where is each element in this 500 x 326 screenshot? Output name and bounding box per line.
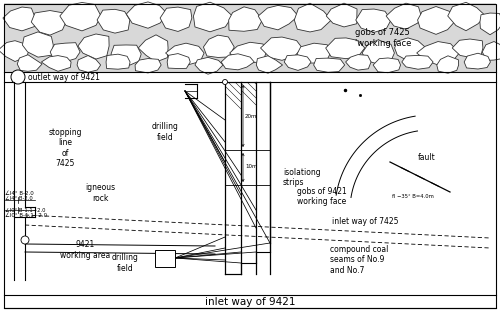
- Polygon shape: [258, 6, 298, 30]
- Polygon shape: [482, 41, 500, 60]
- Polygon shape: [386, 3, 421, 29]
- Polygon shape: [394, 38, 426, 61]
- Polygon shape: [194, 2, 232, 32]
- Polygon shape: [230, 42, 266, 63]
- Polygon shape: [326, 38, 365, 59]
- Polygon shape: [402, 55, 433, 69]
- Polygon shape: [166, 43, 204, 65]
- Text: 9421
working area: 9421 working area: [60, 240, 110, 260]
- Polygon shape: [138, 35, 168, 62]
- Polygon shape: [260, 37, 302, 60]
- Text: ∠l0° B-1.1~2.0: ∠l0° B-1.1~2.0: [5, 213, 47, 218]
- Polygon shape: [160, 7, 192, 31]
- Text: inlet way of 7425: inlet way of 7425: [332, 217, 398, 227]
- Text: ∠l0° B-1.1~2.0: ∠l0° B-1.1~2.0: [5, 209, 46, 214]
- Text: ∠l4° B-2.0: ∠l4° B-2.0: [5, 197, 33, 201]
- Polygon shape: [437, 56, 458, 73]
- Polygon shape: [362, 40, 394, 64]
- Text: inlet way of 9421: inlet way of 9421: [205, 297, 295, 307]
- Text: stopping
line
of
7425: stopping line of 7425: [48, 128, 82, 168]
- Polygon shape: [228, 7, 262, 31]
- Polygon shape: [373, 58, 400, 73]
- Polygon shape: [294, 3, 332, 32]
- Polygon shape: [106, 54, 130, 69]
- Polygon shape: [135, 59, 161, 73]
- Polygon shape: [0, 41, 30, 62]
- Polygon shape: [256, 56, 282, 73]
- Text: drilling
field: drilling field: [112, 253, 138, 273]
- Polygon shape: [314, 58, 344, 72]
- Polygon shape: [346, 54, 371, 70]
- Polygon shape: [97, 9, 130, 33]
- Polygon shape: [480, 13, 500, 35]
- Text: compound coal
seams of No.9
and No.7: compound coal seams of No.9 and No.7: [330, 245, 388, 275]
- Text: gobs of 9421
working face: gobs of 9421 working face: [297, 187, 347, 206]
- Polygon shape: [17, 55, 42, 71]
- Polygon shape: [204, 35, 234, 57]
- Polygon shape: [416, 41, 460, 65]
- Text: gobs of 7425
'working face: gobs of 7425 'working face: [355, 28, 412, 48]
- Polygon shape: [77, 55, 100, 72]
- Text: fault: fault: [418, 153, 436, 161]
- Polygon shape: [297, 43, 330, 63]
- Polygon shape: [326, 3, 357, 27]
- Polygon shape: [356, 9, 391, 32]
- Circle shape: [222, 80, 228, 84]
- Text: fl −35° B=4.0m: fl −35° B=4.0m: [392, 194, 434, 199]
- Polygon shape: [78, 34, 109, 59]
- Bar: [4, 3, 496, 72]
- Text: drilling
field: drilling field: [152, 122, 178, 142]
- Polygon shape: [3, 7, 35, 31]
- Polygon shape: [50, 43, 80, 62]
- Polygon shape: [418, 7, 456, 34]
- Polygon shape: [448, 2, 486, 31]
- Circle shape: [21, 236, 29, 244]
- Polygon shape: [60, 3, 101, 31]
- Text: outlet way of 9421: outlet way of 9421: [28, 72, 100, 82]
- Text: ∠l4° B-2.0: ∠l4° B-2.0: [5, 191, 34, 196]
- Polygon shape: [195, 57, 223, 74]
- Text: isolationg
strips: isolationg strips: [283, 168, 321, 187]
- Polygon shape: [32, 10, 66, 35]
- Text: 10m: 10m: [245, 165, 258, 170]
- Polygon shape: [452, 39, 483, 57]
- Polygon shape: [284, 55, 311, 70]
- Polygon shape: [22, 32, 54, 57]
- Polygon shape: [221, 54, 254, 70]
- Polygon shape: [126, 2, 168, 28]
- Text: igneous
rock: igneous rock: [85, 183, 115, 203]
- Text: 20m: 20m: [245, 113, 258, 118]
- Polygon shape: [167, 53, 190, 68]
- Polygon shape: [42, 55, 71, 71]
- Circle shape: [11, 70, 25, 84]
- Polygon shape: [464, 53, 490, 69]
- Polygon shape: [111, 45, 141, 67]
- Bar: [155, 250, 175, 267]
